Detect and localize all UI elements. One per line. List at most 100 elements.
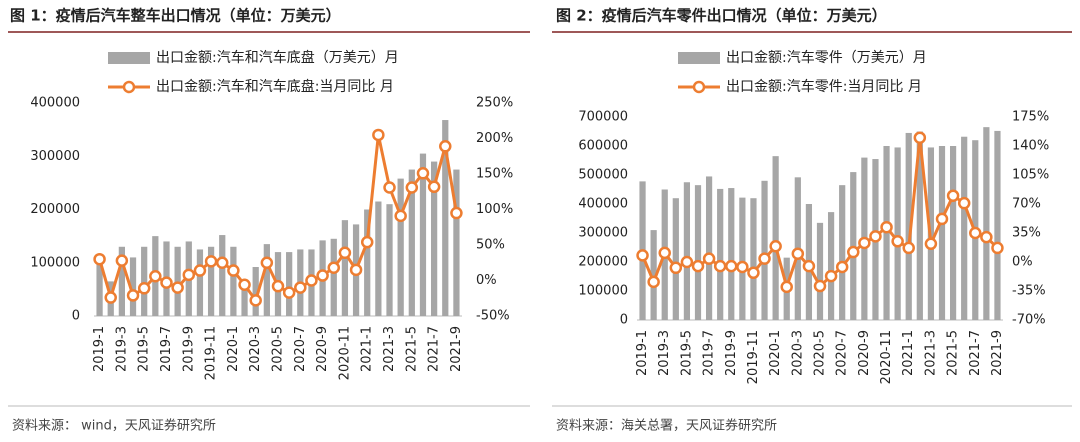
bar [442,120,449,316]
marker [137,282,151,295]
marker [957,196,971,210]
bar [207,246,215,316]
bar [772,156,779,320]
legend-swatch [678,52,720,64]
marker [691,259,705,273]
marker [338,246,352,260]
y-tick-label: 700000 [578,110,628,125]
marker [171,281,184,294]
bar [118,246,126,316]
marker [669,261,683,275]
x-tick-label: 2019-11 [746,330,761,384]
x-tick-label: 2020-9 [315,326,330,372]
x-tick-label: 2021-5 [404,326,419,372]
y2-tick-label: 105% [1012,168,1049,183]
marker [824,269,838,283]
bar [672,198,679,320]
x-tick-label: 2019-9 [724,330,739,376]
legend-label: 出口金额:汽车和汽车底盘（万美元）月 [156,49,399,66]
x-tick-label: 2021-7 [427,326,442,372]
marker [149,269,162,283]
y2-tick-label: 175% [1012,110,1049,125]
x-tick-label: 2021-1 [901,330,916,376]
marker [215,256,229,269]
x-tick-label: 2019-7 [159,326,174,372]
legend-swatch [108,52,150,64]
marker [725,259,738,273]
y2-tick-label: -70% [1012,313,1046,328]
marker [736,260,749,274]
marker [439,140,452,153]
bar [397,178,404,316]
marker [869,230,882,243]
marker [327,261,341,274]
y-tick-label: 0 [72,309,80,324]
marker [316,269,329,282]
marker [104,291,117,304]
bar [961,136,968,320]
marker [980,230,993,244]
bar [241,284,248,316]
marker [835,260,849,274]
x-tick-label: 2020-3 [248,326,263,372]
bar [728,188,735,320]
bar [949,146,957,320]
source: 资料来源：海关总署，天风证券研究所 [556,418,777,434]
x-tick-label: 2019-3 [657,330,672,376]
bar [96,262,103,316]
bar [263,244,270,316]
x-tick-label: 2020-7 [293,326,308,372]
bar [230,246,237,316]
bar [408,169,415,316]
bar [286,252,293,316]
marker [160,276,173,289]
bar [430,161,438,316]
marker [658,246,671,260]
bar [938,146,946,320]
bar [839,185,846,320]
marker [880,220,893,234]
x-tick-label: 2019-1 [635,330,650,376]
marker [260,256,274,269]
x-tick-label: 2020-7 [835,330,850,376]
marker [227,264,240,277]
marker [450,206,463,220]
bar [196,249,204,316]
marker [249,294,262,307]
marker [780,280,793,294]
y2-tick-label: 250% [476,96,513,111]
marker [946,189,960,202]
marker [713,259,727,273]
marker [115,254,129,267]
y-tick-label: 100000 [578,284,628,299]
bar [341,220,349,316]
y2-tick-label: 200% [476,131,513,146]
x-tick-label: 2019-3 [114,326,129,372]
marker [394,209,407,223]
bar [717,188,724,320]
marker [636,249,649,262]
marker [416,167,430,180]
legend-label: 出口金额:汽车零件:当月同比 月 [726,78,922,95]
marker [747,266,760,280]
bar [905,132,912,320]
y-tick-label: 300000 [578,226,628,241]
bar [827,212,835,320]
bar [129,257,137,316]
bar [219,235,226,316]
marker [858,236,871,250]
marker [204,255,218,268]
marker [902,241,915,255]
marker [991,241,1004,255]
legend-marker [122,80,136,94]
marker [93,252,106,266]
marker [305,274,318,287]
chart-title: 图 2：疫情后汽车零件出口情况（单位：万美元） [556,7,887,25]
marker [791,247,805,260]
marker [913,131,927,144]
bar [894,147,901,320]
x-tick-label: 2021-9 [449,326,464,372]
y2-tick-label: -50% [476,309,510,324]
marker [405,181,419,194]
